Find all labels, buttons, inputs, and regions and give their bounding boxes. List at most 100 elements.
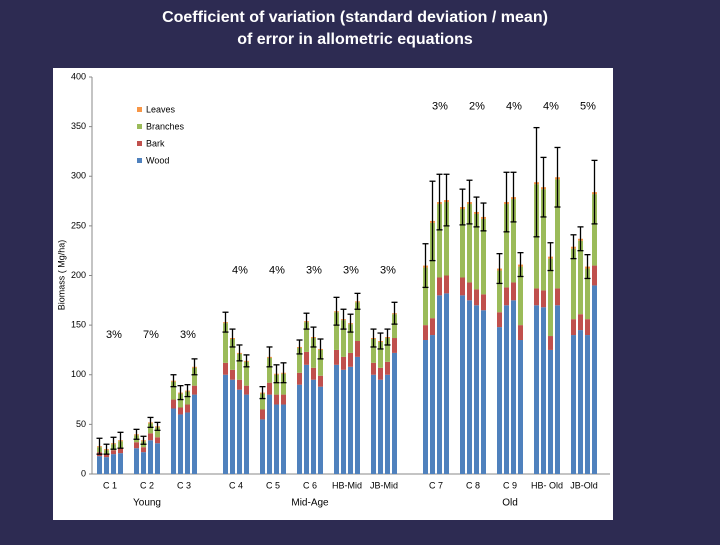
- bar-segment: [571, 248, 576, 320]
- bar-segment: [281, 373, 286, 395]
- bar-segment: [474, 305, 479, 474]
- bar-segment: [311, 367, 316, 380]
- bar-segment: [104, 457, 109, 474]
- bar-segment: [274, 374, 279, 395]
- cv-label: 7%: [143, 329, 159, 341]
- bar-segment: [267, 382, 272, 395]
- legend-label: Branches: [146, 121, 185, 131]
- legend-label: Wood: [146, 155, 169, 165]
- bar-segment: [111, 450, 116, 455]
- y-tick-label: 0: [81, 468, 86, 478]
- bar-segment: [355, 356, 360, 474]
- bar-segment: [148, 440, 153, 474]
- bar-segment: [511, 300, 516, 474]
- bar-segment: [378, 367, 383, 380]
- cv-label: 4%: [543, 101, 559, 113]
- bar-segment: [297, 372, 302, 385]
- chart-title: Coefficient of variation (standard devia…: [162, 9, 548, 26]
- legend-swatch: [137, 141, 142, 146]
- x-tick-label: C 3: [177, 480, 191, 490]
- x-tick-label: HB-Mid: [332, 480, 362, 490]
- bar-segment: [334, 312, 339, 350]
- bar-segment: [392, 314, 397, 339]
- bar-segment: [348, 366, 353, 474]
- y-tick-label: 50: [76, 419, 86, 429]
- x-tick-label: C 5: [266, 480, 280, 490]
- bar-segment: [155, 443, 160, 474]
- legend-swatch: [137, 124, 142, 129]
- bar-segment: [444, 275, 449, 294]
- x-tick-label: C 2: [140, 480, 154, 490]
- bar-segment: [341, 320, 346, 357]
- bar-segment: [497, 327, 502, 474]
- bar-segment: [548, 349, 553, 474]
- bar-segment: [304, 322, 309, 352]
- y-axis-label: Biomass ( Mg/ha): [56, 240, 66, 311]
- group-label: Young: [133, 498, 161, 509]
- bar-segment: [474, 289, 479, 306]
- bar-segment: [318, 375, 323, 387]
- bar-segment: [534, 305, 539, 474]
- x-tick-label: JB-Mid: [370, 480, 398, 490]
- bar-segment: [97, 456, 102, 474]
- bar-segment: [585, 335, 590, 474]
- bar-segment: [385, 374, 390, 474]
- bar-segment: [592, 285, 597, 474]
- bar-segment: [497, 312, 502, 328]
- bar-segment: [578, 314, 583, 331]
- bar-segment: [178, 407, 183, 415]
- bar-segment: [348, 324, 353, 353]
- bar-segment: [297, 347, 302, 373]
- bar-segment: [311, 338, 316, 368]
- bar-segment: [518, 266, 523, 326]
- bar-segment: [274, 404, 279, 474]
- bar-segment: [274, 394, 279, 405]
- bar-segment: [392, 338, 397, 353]
- bar-segment: [497, 270, 502, 313]
- bar-segment: [585, 319, 590, 336]
- bar-segment: [341, 356, 346, 370]
- x-tick-label: C 7: [429, 480, 443, 490]
- bar-segment: [511, 199, 516, 283]
- bar-segment: [178, 393, 183, 408]
- bar-segment: [541, 290, 546, 308]
- cv-label: 3%: [306, 264, 322, 276]
- bar-segment: [134, 442, 139, 449]
- bar-segment: [148, 423, 153, 434]
- bar-segment: [423, 340, 428, 474]
- bar-segment: [467, 204, 472, 283]
- cv-label: 4%: [269, 264, 285, 276]
- bar-segment: [437, 204, 442, 278]
- cv-label: 4%: [232, 264, 248, 276]
- bar-segment: [134, 448, 139, 474]
- bar-segment: [230, 369, 235, 380]
- bar-segment: [171, 381, 176, 400]
- bar-segment: [311, 379, 316, 474]
- x-tick-label: JB-Old: [570, 480, 598, 490]
- bar-segment: [244, 385, 249, 395]
- bar-segment: [223, 362, 228, 375]
- y-tick-label: 100: [71, 369, 86, 379]
- bar-segment: [304, 364, 309, 474]
- bar-segment: [371, 374, 376, 474]
- bar-segment: [237, 389, 242, 474]
- bar-segment: [237, 379, 242, 390]
- bar-segment: [423, 325, 428, 341]
- bar-segment: [260, 419, 265, 474]
- bar-segment: [244, 394, 249, 474]
- bar-segment: [118, 453, 123, 474]
- y-tick-label: 250: [71, 220, 86, 230]
- bar-segment: [185, 404, 190, 413]
- bar-segment: [548, 258, 553, 337]
- bar-segment: [355, 341, 360, 357]
- bar-segment: [111, 454, 116, 474]
- bar-segment: [355, 302, 360, 342]
- bar-segment: [237, 353, 242, 380]
- bar-segment: [467, 300, 472, 474]
- bar-segment: [141, 452, 146, 474]
- bar-segment: [148, 433, 153, 441]
- bar-segment: [244, 361, 249, 386]
- x-tick-label: HB- Old: [531, 480, 563, 490]
- bar-segment: [178, 414, 183, 474]
- bar-segment: [230, 339, 235, 370]
